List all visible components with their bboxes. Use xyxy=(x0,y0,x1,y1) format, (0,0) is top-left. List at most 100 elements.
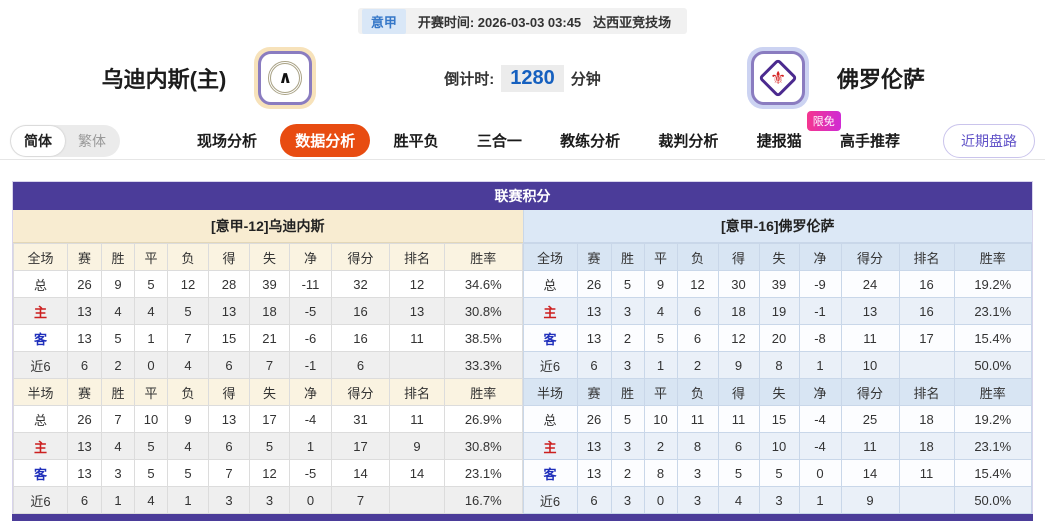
stat-cell: 26 xyxy=(576,270,612,298)
stat-cell: 0 xyxy=(134,351,168,379)
stat-cell: 4 xyxy=(134,297,168,325)
stat-cell: 12 xyxy=(389,270,445,298)
row-label: 近6 xyxy=(522,486,578,514)
stat-cell: 1 xyxy=(643,351,678,379)
stat-cell: 2 xyxy=(643,432,678,460)
tab-捷报猫[interactable]: 捷报猫 限免 xyxy=(742,111,841,157)
stat-cell: -9 xyxy=(798,270,842,298)
stat-cell: 26 xyxy=(576,405,612,433)
stats-header-cell: 失 xyxy=(249,243,290,271)
stat-cell xyxy=(389,351,445,379)
tab-教练分析[interactable]: 教练分析 xyxy=(560,133,621,150)
stat-cell: 4 xyxy=(167,351,209,379)
stats-header-cell: 排名 xyxy=(898,243,955,271)
stat-cell: 2 xyxy=(676,351,719,379)
stats-header-row: 全场赛胜平负得失净得分 排名 胜率 xyxy=(13,243,523,271)
stats-header-cell: 平 xyxy=(134,243,168,271)
stat-cell: 21 xyxy=(249,324,290,352)
stat-cell xyxy=(898,486,955,514)
stat-cell: 7 xyxy=(101,405,135,433)
stats-header-cell: 排名 xyxy=(389,378,445,406)
stat-row-total: 总 26 5 10 11 11 15 -4 25 18 19.2% xyxy=(522,405,1032,433)
recent-odds-button[interactable]: 近期盘路 xyxy=(943,123,1035,158)
stat-cell: 13 xyxy=(67,297,102,325)
stat-cell: 7 xyxy=(167,324,209,352)
stat-cell: 9 xyxy=(101,270,135,298)
stat-cell: -1 xyxy=(289,351,332,379)
stats-header-cell: 负 xyxy=(167,378,209,406)
stat-cell: 3 xyxy=(676,486,719,514)
stats-header-cell: 负 xyxy=(167,243,209,271)
stat-cell: 1 xyxy=(134,324,168,352)
stat-cell: 38.5% xyxy=(444,324,523,352)
stat-cell: 6 xyxy=(576,351,612,379)
stat-cell: 11 xyxy=(840,324,900,352)
stat-cell: -5 xyxy=(289,459,332,487)
countdown-unit: 分钟 xyxy=(570,70,601,88)
stat-cell: 39 xyxy=(249,270,290,298)
stat-cell: 15 xyxy=(208,324,250,352)
tab-现场分析[interactable]: 现场分析 xyxy=(197,133,258,150)
stat-cell: 5 xyxy=(610,270,645,298)
stat-cell: 30 xyxy=(717,270,760,298)
stat-cell: 5 xyxy=(101,324,135,352)
stats-header-cell: 赛 xyxy=(576,243,612,271)
stats-header-cell: 胜 xyxy=(610,378,645,406)
stat-cell: 4 xyxy=(101,297,135,325)
stats-header-cell: 得分 xyxy=(331,243,390,271)
away-team-stats-table: [意甲-16]佛罗伦萨 全场赛胜平负得失净得分 排名 胜率总 26 5 9 12 30 39 -9 2… xyxy=(522,210,1033,514)
kickoff-time-text: 开赛时间: 2026-03-03 03:45 xyxy=(418,12,581,31)
stats-header-cell: 赛 xyxy=(576,378,612,406)
stat-cell: 0 xyxy=(798,459,842,487)
stat-cell: 0 xyxy=(643,486,678,514)
stat-cell: 6 xyxy=(67,486,102,514)
stat-cell: 19.2% xyxy=(953,270,1032,298)
stat-cell: 13 xyxy=(208,297,250,325)
stat-cell: 6 xyxy=(717,432,760,460)
stat-cell: 5 xyxy=(610,405,645,433)
stat-cell: 6 xyxy=(331,351,390,379)
stat-cell: -11 xyxy=(289,270,332,298)
stat-cell: 16 xyxy=(331,324,390,352)
tab-数据分析[interactable]: 数据分析 xyxy=(280,124,371,157)
stat-cell: 1 xyxy=(798,351,842,379)
stat-cell: 13 xyxy=(67,324,102,352)
stat-row-total: 总 26 5 9 12 30 39 -9 24 16 19.2% xyxy=(522,270,1032,298)
home-team-table-header: [意甲-12]乌迪内斯 xyxy=(13,210,523,243)
row-label: 近6 xyxy=(13,486,68,514)
lang-simplified[interactable]: 简体 xyxy=(11,125,65,156)
tab-胜平负[interactable]: 胜平负 xyxy=(393,133,439,150)
stats-header-cell: 得分 xyxy=(840,378,900,406)
stat-cell: 8 xyxy=(758,351,800,379)
stat-row-recent: 近6 6 2 0 4 6 7 -1 6 33.3% xyxy=(13,351,523,379)
stats-header-cell: 得分 xyxy=(331,378,390,406)
stat-cell: 15 xyxy=(758,405,800,433)
stat-cell: 15.4% xyxy=(953,324,1032,352)
stat-cell: 6 xyxy=(208,432,250,460)
tab-高手推荐[interactable]: 高手推荐 xyxy=(839,133,900,150)
stat-cell: 6 xyxy=(576,486,612,514)
tab-裁判分析[interactable]: 裁判分析 xyxy=(658,133,719,150)
lang-traditional[interactable]: 繁体 xyxy=(78,132,106,149)
stat-cell: 2 xyxy=(610,459,645,487)
stat-cell: 6 xyxy=(676,324,719,352)
row-label: 总 xyxy=(13,405,68,433)
nav-tabs: 现场分析 数据分析 胜平负 三合一 教练分析 裁判分析 捷报猫 限免 高手推荐 xyxy=(182,111,915,157)
stat-cell: 11 xyxy=(717,405,760,433)
language-toggle[interactable]: 简体 繁体 xyxy=(10,124,120,157)
stat-cell: 11 xyxy=(840,432,900,460)
row-label: 主 xyxy=(522,432,578,460)
stat-cell: 5 xyxy=(134,270,168,298)
stat-cell: 7 xyxy=(208,459,250,487)
stats-header-cell: 半场 xyxy=(522,378,578,406)
stat-cell: 19.2% xyxy=(953,405,1032,433)
stat-cell: 3 xyxy=(610,351,645,379)
stat-cell: 33.3% xyxy=(444,351,523,379)
away-stats: 全场赛胜平负得失净得分 排名 胜率总 26 5 9 12 30 39 -9 24 16 19.2% 主 13… xyxy=(522,243,1033,514)
stat-cell: 32 xyxy=(331,270,390,298)
stat-cell: 14 xyxy=(389,459,445,487)
tab-三合一[interactable]: 三合一 xyxy=(476,133,522,150)
stat-cell: 3 xyxy=(208,486,250,514)
stats-header-cell: 得 xyxy=(208,243,250,271)
stat-cell: 18 xyxy=(249,297,290,325)
